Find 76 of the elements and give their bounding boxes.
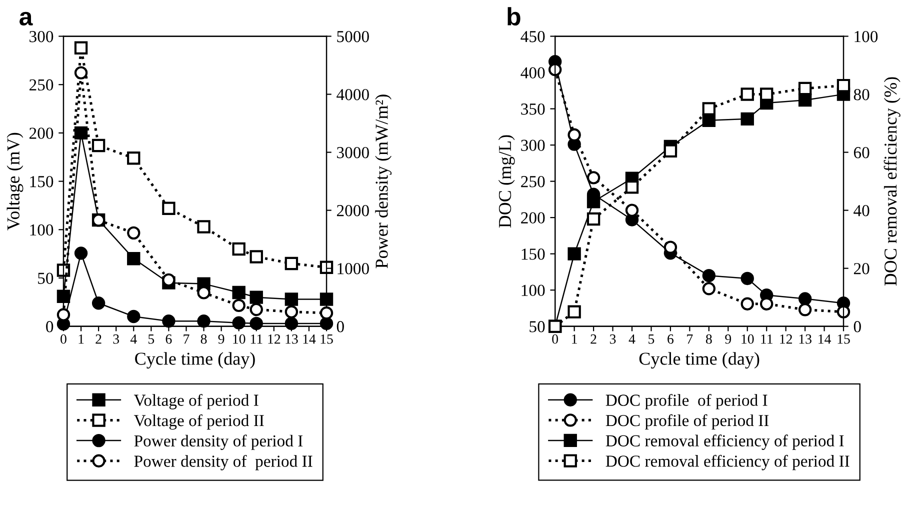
y2-tick-label: 20 [854, 263, 870, 274]
legend-label: DOC profile of period II [606, 414, 769, 430]
legend-label: Voltage of period II [134, 414, 264, 430]
y-tick-label: 350 [521, 103, 545, 115]
y-tick-label: 100 [30, 224, 54, 236]
x-tick-label: 3 [610, 334, 616, 344]
y2-tick-label: 0 [336, 321, 344, 332]
legend-label: Power density of period II [134, 454, 312, 470]
legend-label: DOC profile of period I [606, 394, 768, 410]
x-axis-title: Cycle time (day) [135, 352, 255, 369]
x-tick-label: 7 [687, 334, 693, 344]
y2-tick-label: 3000 [337, 146, 369, 158]
chart-title: b [508, 7, 520, 26]
x-tick-label: 8 [200, 334, 207, 344]
y2-tick-label: 2000 [336, 205, 369, 216]
x-tick-label: 6 [668, 334, 674, 344]
x-tick-label: 15 [838, 334, 850, 344]
y-tick-label: 200 [30, 128, 54, 139]
y2-tick-label: 100 [854, 30, 878, 42]
y2-tick-label: 80 [854, 88, 870, 100]
y2-axis-title: Power density (mW/m²) [375, 94, 392, 268]
x-tick-label: 5 [648, 334, 654, 344]
x-tick-label: 13 [799, 334, 812, 344]
y-tick-label: 400 [520, 67, 545, 78]
x-tick-label: 0 [552, 334, 558, 344]
y2-tick-label: 5000 [337, 30, 369, 42]
x-tick-label: 8 [706, 334, 712, 344]
x-tick-label: 1 [78, 334, 84, 344]
x-tick-label: 0 [60, 334, 66, 344]
y2-axis-title: DOC removal efficiency (%) [884, 77, 900, 286]
x-tick-label: 2 [96, 334, 102, 344]
x-tick-label: 11 [250, 334, 262, 344]
legend-label: Power density of period I [134, 434, 303, 450]
x-tick-label: 13 [286, 334, 298, 344]
legend-label: Voltage of period I [134, 394, 258, 410]
legend-label: DOC removal efficiency of period I [606, 434, 844, 450]
x-tick-label: 15 [320, 334, 333, 344]
y-tick-label: 100 [522, 284, 545, 296]
x-tick-label: 10 [233, 334, 246, 344]
x-tick-label: 1 [572, 334, 577, 344]
y-axis-title: Voltage (mV) [6, 132, 24, 230]
y-tick-label: 50 [530, 321, 545, 332]
x-tick-label: 12 [268, 334, 280, 344]
y-tick-label: 300 [521, 140, 545, 151]
y-tick-label: 250 [521, 176, 545, 188]
x-tick-label: 9 [725, 334, 732, 344]
x-tick-label: 9 [218, 334, 224, 344]
x-tick-label: 3 [113, 334, 120, 344]
y2-tick-label: 60 [854, 146, 870, 158]
x-tick-label: 14 [303, 334, 316, 344]
y-tick-label: 250 [30, 79, 54, 91]
y-tick-label: 300 [30, 30, 54, 42]
x-tick-label: 10 [742, 334, 754, 344]
y-tick-label: 50 [38, 272, 54, 284]
x-tick-label: 7 [184, 334, 190, 344]
x-tick-label: 4 [628, 334, 636, 344]
x-tick-label: 4 [130, 334, 137, 344]
x-tick-label: 14 [818, 334, 832, 344]
y-tick-label: 200 [521, 212, 545, 224]
y2-tick-label: 40 [854, 205, 870, 216]
y2-tick-label: 1000 [338, 263, 369, 274]
y2-tick-label: 4000 [336, 88, 369, 100]
x-tick-label: 5 [148, 334, 154, 344]
y-tick-label: 450 [520, 30, 545, 42]
x-axis-title: Cycle time (day) [639, 352, 760, 369]
y-axis-title: DOC (mg/L) [498, 135, 515, 228]
y-tick-label: 150 [522, 248, 545, 260]
x-tick-label: 11 [761, 334, 772, 344]
x-tick-label: 12 [780, 334, 792, 344]
x-tick-label: 2 [590, 334, 596, 344]
y-tick-label: 0 [46, 321, 54, 332]
y-tick-label: 150 [30, 176, 54, 188]
chart-title: a [20, 12, 33, 26]
legend-label: DOC removal efficiency of period II [606, 454, 850, 470]
y2-tick-label: 0 [854, 321, 861, 332]
x-tick-label: 6 [166, 334, 172, 344]
